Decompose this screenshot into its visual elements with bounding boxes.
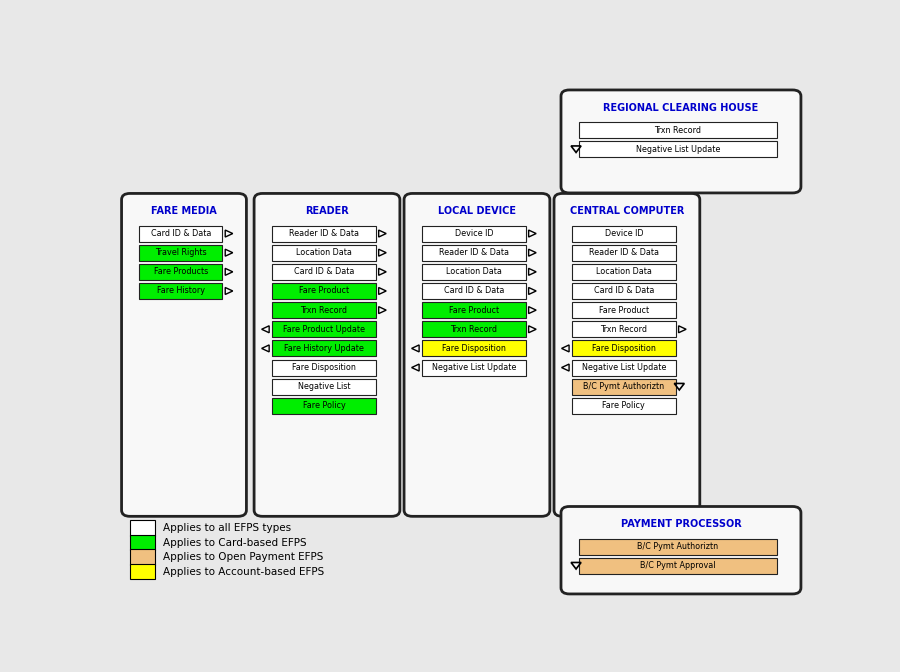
Text: Fare Policy: Fare Policy <box>602 401 645 411</box>
FancyBboxPatch shape <box>572 398 676 414</box>
FancyBboxPatch shape <box>140 264 222 280</box>
FancyBboxPatch shape <box>272 398 376 414</box>
FancyBboxPatch shape <box>272 264 376 280</box>
Text: Location Data: Location Data <box>596 267 652 276</box>
Text: B/C Pymt Approval: B/C Pymt Approval <box>640 561 716 571</box>
Text: Reader ID & Data: Reader ID & Data <box>589 248 659 257</box>
FancyBboxPatch shape <box>140 283 222 299</box>
FancyBboxPatch shape <box>422 302 526 318</box>
Text: Fare Product: Fare Product <box>449 306 499 314</box>
Text: Location Data: Location Data <box>446 267 502 276</box>
Text: Reader ID & Data: Reader ID & Data <box>439 248 508 257</box>
FancyBboxPatch shape <box>272 283 376 299</box>
Text: Applies to Card-based EFPS: Applies to Card-based EFPS <box>164 538 307 548</box>
FancyBboxPatch shape <box>272 226 376 241</box>
FancyBboxPatch shape <box>561 507 801 594</box>
Text: Negative List Update: Negative List Update <box>432 363 516 372</box>
Text: Fare Product Update: Fare Product Update <box>283 325 365 334</box>
FancyBboxPatch shape <box>579 538 777 554</box>
FancyBboxPatch shape <box>422 264 526 280</box>
Bar <box>130 520 155 536</box>
FancyBboxPatch shape <box>422 360 526 376</box>
FancyBboxPatch shape <box>561 90 801 193</box>
Text: LOCAL DEVICE: LOCAL DEVICE <box>438 206 516 216</box>
FancyBboxPatch shape <box>140 245 222 261</box>
Text: FARE MEDIA: FARE MEDIA <box>151 206 217 216</box>
Text: Fare Products: Fare Products <box>154 267 208 276</box>
Text: Fare Disposition: Fare Disposition <box>292 363 356 372</box>
Text: Applies to all EFPS types: Applies to all EFPS types <box>164 523 292 533</box>
FancyBboxPatch shape <box>572 302 676 318</box>
Text: Device ID: Device ID <box>454 229 493 238</box>
Text: Card ID & Data: Card ID & Data <box>293 267 354 276</box>
FancyBboxPatch shape <box>572 264 676 280</box>
Text: Card ID & Data: Card ID & Data <box>594 286 654 296</box>
FancyBboxPatch shape <box>272 302 376 318</box>
Text: READER: READER <box>305 206 349 216</box>
FancyBboxPatch shape <box>572 321 676 337</box>
Text: Reader ID & Data: Reader ID & Data <box>289 229 359 238</box>
Text: Negative List Update: Negative List Update <box>635 144 720 154</box>
FancyBboxPatch shape <box>272 321 376 337</box>
FancyBboxPatch shape <box>272 360 376 376</box>
FancyBboxPatch shape <box>579 558 777 574</box>
FancyBboxPatch shape <box>572 226 676 241</box>
Text: CENTRAL COMPUTER: CENTRAL COMPUTER <box>570 206 684 216</box>
Text: Card ID & Data: Card ID & Data <box>150 229 212 238</box>
FancyBboxPatch shape <box>422 341 526 356</box>
FancyBboxPatch shape <box>272 379 376 394</box>
Text: REGIONAL CLEARING HOUSE: REGIONAL CLEARING HOUSE <box>603 103 759 112</box>
Text: Card ID & Data: Card ID & Data <box>444 286 504 296</box>
FancyBboxPatch shape <box>272 341 376 356</box>
FancyBboxPatch shape <box>422 226 526 241</box>
Text: Fare Disposition: Fare Disposition <box>592 344 656 353</box>
FancyBboxPatch shape <box>140 226 222 241</box>
Text: Location Data: Location Data <box>296 248 352 257</box>
Text: Travel Rights: Travel Rights <box>155 248 207 257</box>
FancyBboxPatch shape <box>554 194 700 516</box>
FancyBboxPatch shape <box>572 360 676 376</box>
Text: Fare History: Fare History <box>157 286 205 296</box>
FancyBboxPatch shape <box>254 194 400 516</box>
Text: Applies to Account-based EFPS: Applies to Account-based EFPS <box>164 566 325 577</box>
FancyBboxPatch shape <box>579 141 777 157</box>
Text: Trxn Record: Trxn Record <box>654 126 701 134</box>
FancyBboxPatch shape <box>572 245 676 261</box>
Text: B/C Pymt Authoriztn: B/C Pymt Authoriztn <box>583 382 664 391</box>
Text: Negative List: Negative List <box>298 382 350 391</box>
Text: Fare Product: Fare Product <box>598 306 649 314</box>
FancyBboxPatch shape <box>422 321 526 337</box>
FancyBboxPatch shape <box>404 194 550 516</box>
Text: Fare Disposition: Fare Disposition <box>442 344 506 353</box>
Text: Negative List Update: Negative List Update <box>581 363 666 372</box>
Text: Applies to Open Payment EFPS: Applies to Open Payment EFPS <box>164 552 324 562</box>
Bar <box>130 550 155 565</box>
FancyBboxPatch shape <box>572 379 676 394</box>
Text: Fare Policy: Fare Policy <box>302 401 346 411</box>
Bar <box>130 564 155 579</box>
FancyBboxPatch shape <box>572 283 676 299</box>
Text: Fare History Update: Fare History Update <box>284 344 364 353</box>
FancyBboxPatch shape <box>422 283 526 299</box>
FancyBboxPatch shape <box>572 341 676 356</box>
Text: Fare Product: Fare Product <box>299 286 349 296</box>
Text: B/C Pymt Authoriztn: B/C Pymt Authoriztn <box>637 542 718 551</box>
Text: Device ID: Device ID <box>605 229 644 238</box>
Text: PAYMENT PROCESSOR: PAYMENT PROCESSOR <box>621 519 742 529</box>
FancyBboxPatch shape <box>579 122 777 138</box>
Text: Trxn Record: Trxn Record <box>600 325 647 334</box>
FancyBboxPatch shape <box>422 245 526 261</box>
FancyBboxPatch shape <box>272 245 376 261</box>
Text: Trxn Record: Trxn Record <box>301 306 347 314</box>
Text: Trxn Record: Trxn Record <box>450 325 498 334</box>
Bar <box>130 535 155 550</box>
FancyBboxPatch shape <box>122 194 247 516</box>
